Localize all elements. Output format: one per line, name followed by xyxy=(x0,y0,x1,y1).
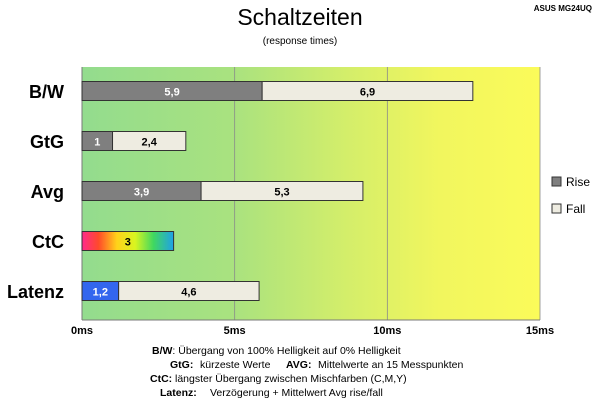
bar-latenz-fall xyxy=(118,281,260,301)
bar-b-w-fall xyxy=(261,81,474,101)
category-label-gtg: GtG xyxy=(30,132,64,152)
footer-text-avg: Mittelwerte an 15 Messpunkten xyxy=(318,359,464,371)
x-tick-label: 15ms xyxy=(526,325,554,337)
category-label-b-w: B/W xyxy=(29,82,64,102)
bar-label-gtg-rise: 1 xyxy=(94,137,100,149)
bar-label-latenz-fall: 4,6 xyxy=(181,287,196,299)
footer-text-latenz: Verzögerung + Mittelwert Avg rise/fall xyxy=(210,387,383,399)
footer-text-bw: : Übergang von 100% Helligkeit auf 0% He… xyxy=(172,345,401,357)
bar-label-avg-fall: 5,3 xyxy=(274,187,289,199)
bar-label-avg-rise: 3,9 xyxy=(134,187,149,199)
legend-label-fall: Fall xyxy=(566,202,585,216)
x-tick-label: 10ms xyxy=(373,325,401,337)
bar-label-b-w-fall: 6,9 xyxy=(360,87,375,99)
x-tick-label: 5ms xyxy=(224,325,246,337)
bar-ctc-special xyxy=(81,231,175,251)
footer-key-ctc: CtC: xyxy=(150,373,173,385)
legend-label-rise: Rise xyxy=(566,175,590,189)
footer-line-latenz: Latenz: Verzögerung + Mittelwert Avg ris… xyxy=(0,386,600,400)
legend-swatch-fall xyxy=(551,203,562,214)
category-label-avg: Avg xyxy=(31,182,64,202)
bar-gtg-fall xyxy=(112,131,187,151)
x-tick-label: 0ms xyxy=(71,325,93,337)
bar-label-gtg-fall: 2,4 xyxy=(142,137,158,149)
footer-text-gtg: kürzeste Werte xyxy=(200,359,271,371)
footer-legend: B/W: Übergang von 100% Helligkeit auf 0%… xyxy=(0,344,600,400)
footer-key-latenz: Latenz: xyxy=(160,387,197,399)
footer-line-bw: B/W: Übergang von 100% Helligkeit auf 0%… xyxy=(0,344,600,358)
category-label-latenz: Latenz xyxy=(7,282,64,302)
bar-label-latenz-special: 1,2 xyxy=(93,287,108,299)
chart-subtitle: (response times) xyxy=(262,36,338,47)
response-time-chart: 5,9 6,9 1 2,4 3,9 5,3 3 1,2 4,6 B/W GtG Avg CtC Late… xyxy=(7,67,590,337)
footer-key-bw: B/W xyxy=(152,345,173,357)
footer-text-ctc: längster Übergang zwischen Mischfarben (… xyxy=(175,373,407,385)
monitor-model: ASUS MG24UQ xyxy=(533,4,592,13)
footer-key-gtg: GtG: xyxy=(170,359,194,371)
footer-key-avg: AVG: xyxy=(286,359,312,371)
chart-title: Schaltzeiten xyxy=(237,4,363,30)
bar-label-ctc-special: 3 xyxy=(125,237,131,249)
bar-label-b-w-rise: 5,9 xyxy=(164,87,179,99)
legend-swatch-rise xyxy=(551,176,562,187)
bar-avg-fall xyxy=(200,181,364,201)
footer-line-gtg: GtG: kürzeste Werte AVG: Mittelwerte an … xyxy=(0,358,600,372)
category-label-ctc: CtC xyxy=(32,232,64,252)
footer-line-ctc: CtC: längster Übergang zwischen Mischfar… xyxy=(0,372,600,386)
